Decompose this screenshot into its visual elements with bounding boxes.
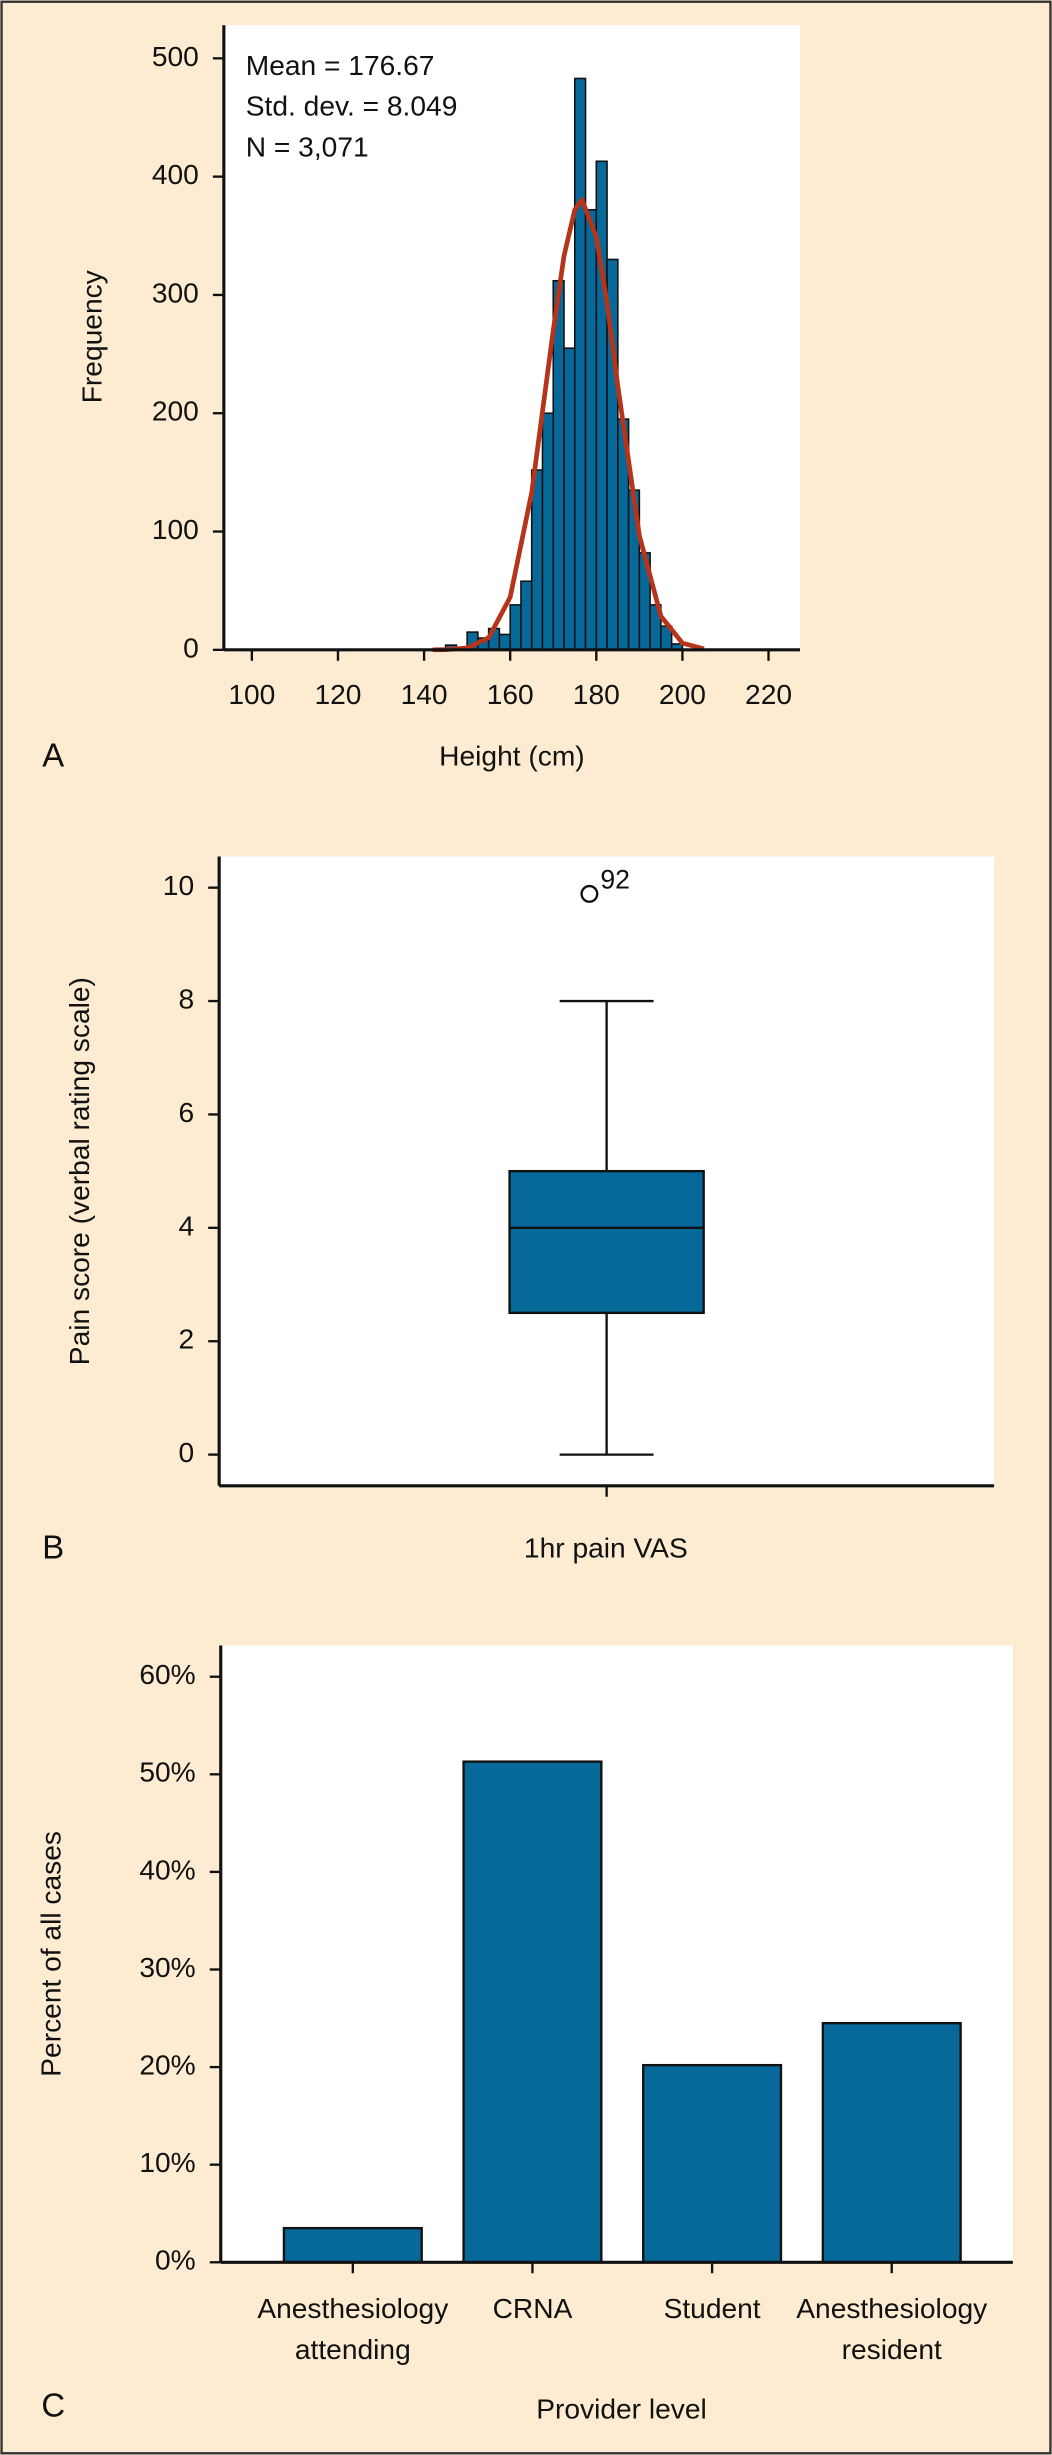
x-tick-label: 200	[659, 678, 706, 710]
x-tick-label: Student	[664, 2292, 761, 2324]
y-tick-label: 100	[152, 513, 199, 545]
bar	[462, 1760, 603, 2264]
outlier-label: 92	[600, 864, 630, 894]
annotation: N = 3,071	[246, 130, 369, 162]
histogram-bar	[552, 279, 565, 651]
histogram-bar	[595, 160, 608, 651]
box	[508, 1169, 705, 1315]
bar	[821, 2021, 962, 2264]
annotation: Std. dev. = 8.049	[246, 90, 458, 122]
histogram-bar	[520, 580, 533, 651]
x-axis-title: 1hr pain VAS	[524, 1531, 688, 1563]
y-tick-label: 8	[178, 982, 194, 1014]
x-axis-title: Height (cm)	[439, 739, 585, 771]
y-tick-label: 400	[152, 158, 199, 190]
bar	[282, 2226, 423, 2264]
x-tick-label: CRNA	[493, 2292, 573, 2324]
histogram-bar	[584, 208, 598, 651]
y-tick-label: 0%	[155, 2244, 196, 2276]
y-tick-label: 50%	[139, 1756, 195, 1788]
y-tick-label: 6	[178, 1096, 194, 1128]
y-axis-title: Percent of all cases	[35, 1831, 67, 2077]
histogram-bar	[530, 469, 544, 651]
histogram-bar	[498, 633, 511, 651]
bar	[642, 2063, 783, 2264]
histogram-bar	[573, 77, 587, 651]
histogram-bar	[509, 604, 522, 651]
y-axis-title: Pain score (verbal rating scale)	[63, 977, 95, 1365]
plot-area	[223, 25, 800, 650]
annotation: Mean = 176.67	[246, 49, 435, 81]
x-tick-label: resident	[842, 2333, 942, 2365]
fit-curve	[432, 197, 705, 653]
histogram-bar	[563, 347, 576, 651]
y-tick-label: 30%	[139, 1951, 195, 1983]
y-axis-title: Frequency	[75, 269, 107, 403]
x-tick-label: Anesthesiology	[796, 2292, 988, 2324]
y-tick-label: 500	[152, 40, 199, 72]
y-tick-label: 0	[183, 631, 199, 663]
outlier	[580, 884, 599, 903]
y-tick-label: 4	[178, 1209, 194, 1241]
x-tick-label: 160	[487, 678, 534, 710]
x-tick-label: 220	[745, 678, 792, 710]
panel-label: A	[42, 737, 64, 774]
x-tick-label: 180	[573, 678, 620, 710]
y-tick-label: 10	[163, 869, 194, 901]
y-tick-label: 40%	[139, 1853, 195, 1885]
y-tick-label: 2	[178, 1323, 194, 1355]
panel-label: B	[42, 1529, 64, 1566]
x-tick-label: 120	[314, 678, 361, 710]
y-tick-label: 60%	[139, 1658, 195, 1690]
x-axis-title: Provider level	[536, 2392, 707, 2424]
y-tick-label: 20%	[139, 2049, 195, 2081]
x-tick-label: attending	[295, 2333, 411, 2365]
x-tick-label: Anesthesiology	[257, 2292, 449, 2324]
y-tick-label: 200	[152, 395, 199, 427]
histogram-bar	[541, 412, 555, 651]
panel-label: C	[41, 2387, 65, 2424]
y-tick-label: 0	[178, 1436, 194, 1468]
y-tick-label: 10%	[139, 2146, 195, 2178]
x-tick-label: 140	[401, 678, 448, 710]
y-tick-label: 300	[152, 276, 199, 308]
x-tick-label: 100	[228, 678, 275, 710]
